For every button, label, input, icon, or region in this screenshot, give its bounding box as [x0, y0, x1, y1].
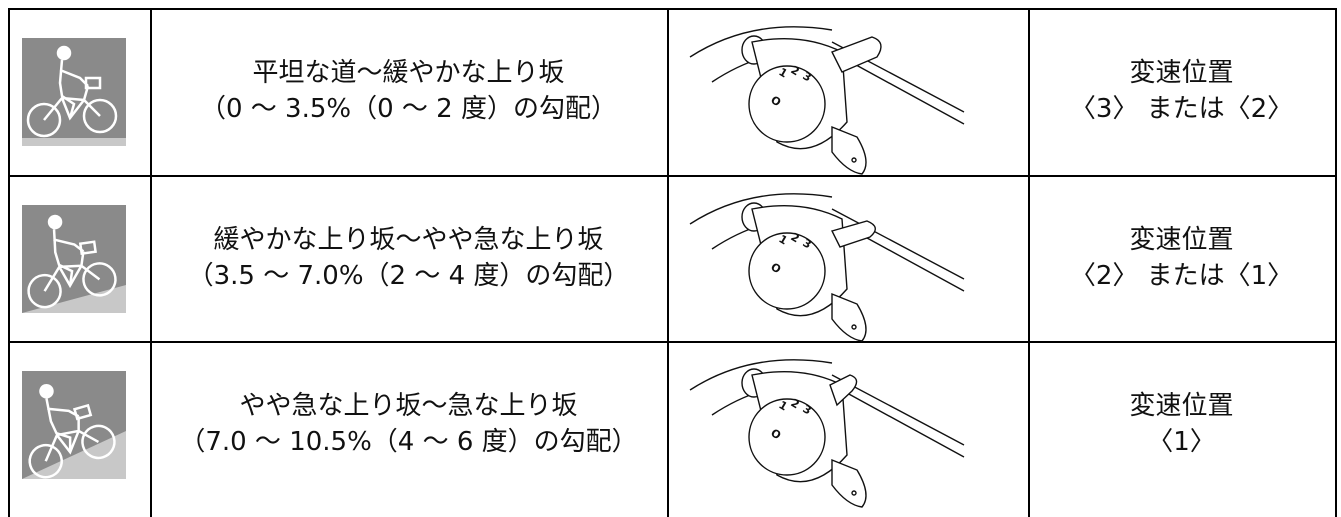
- cyclist-icon: [22, 204, 126, 313]
- head: [39, 384, 54, 399]
- cyclist: [26, 45, 118, 138]
- lower-lever: [831, 458, 867, 508]
- dial-body: [748, 65, 826, 143]
- row-border: [8, 8, 1337, 10]
- shifter: [689, 26, 965, 175]
- column-border: [150, 8, 152, 517]
- terrain-text: （3.5 ～ 7.0%（2 ～ 4 度）の勾配）: [187, 260, 630, 291]
- dial-body: [748, 398, 826, 476]
- slope: [22, 138, 126, 146]
- gear-text: 〈1〉: [1147, 427, 1216, 458]
- terrain-text: 緩やかな上り坂～やや急な上り坂: [213, 224, 604, 255]
- wheel: [26, 102, 62, 138]
- gear-text: 変速位置: [1129, 58, 1234, 89]
- gear-cell: 変速位置〈1〉: [1028, 341, 1335, 508]
- terrain-cell: 緩やかな上り坂～やや急な上り坂 （3.5 ～ 7.0%（2 ～ 4 度）の勾配）: [150, 175, 667, 342]
- gear-cell: 変速位置〈2〉 または〈1〉: [1028, 175, 1335, 342]
- shifter: [689, 359, 965, 508]
- cyclist-icon: [22, 371, 126, 479]
- basket: [84, 76, 102, 90]
- slope: [22, 431, 126, 479]
- lower-lever: [831, 292, 867, 342]
- wheel: [28, 443, 63, 479]
- basket: [72, 403, 93, 421]
- dial-body: [748, 231, 826, 310]
- head: [56, 45, 72, 61]
- gear-cell: 変速位置〈3〉 または〈2〉: [1028, 8, 1335, 175]
- terrain-text: やや急な上り坂～急な上り坂: [239, 391, 578, 422]
- terrain-cell: やや急な上り坂～急な上り坂 （7.0 ～ 10.5%（4 ～ 6 度）の勾配）: [150, 341, 667, 508]
- lever-dot: [851, 157, 857, 163]
- column-border: [8, 8, 10, 517]
- head: [47, 214, 63, 229]
- column-border: [1335, 8, 1337, 517]
- row-border: [8, 174, 1337, 177]
- wheel: [27, 273, 62, 308]
- icon-bg: [22, 38, 126, 146]
- upper-lever: [829, 374, 858, 407]
- wheel: [82, 261, 117, 297]
- cyclist: [28, 384, 116, 479]
- gear-text: 〈3〉 または〈2〉: [1069, 94, 1294, 125]
- upper-lever: [830, 219, 876, 248]
- gear-text: 変速位置: [1129, 391, 1234, 422]
- column-border: [1028, 8, 1030, 517]
- cyclist-icon: [22, 38, 126, 146]
- terrain-cell: 平坦な道～緩やかな上り坂 （0 ～ 3.5%（0 ～ 2 度）の勾配）: [150, 8, 667, 175]
- gear-text: 〈2〉 または〈1〉: [1069, 260, 1294, 291]
- lever-dot: [851, 323, 857, 330]
- terrain-text: （7.0 ～ 10.5%（4 ～ 6 度）の勾配）: [179, 427, 638, 458]
- lower-lever: [831, 125, 867, 175]
- terrain-text: 平坦な道～緩やかな上り坂: [252, 58, 565, 89]
- basket: [78, 239, 97, 255]
- terrain-text: （0 ～ 3.5%（0 ～ 2 度）の勾配）: [199, 94, 617, 125]
- upper-lever: [831, 36, 882, 73]
- column-border: [667, 8, 669, 517]
- wheel: [81, 424, 116, 460]
- gear-text: 変速位置: [1129, 224, 1234, 255]
- row-border: [8, 341, 1337, 343]
- wheel: [82, 98, 118, 134]
- lever-dot: [851, 490, 857, 496]
- shifter: [689, 192, 965, 342]
- cyclist: [27, 214, 117, 308]
